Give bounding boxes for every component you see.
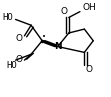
Text: •: • — [42, 34, 46, 40]
Text: O: O — [15, 55, 22, 64]
Text: O: O — [15, 34, 22, 43]
Text: HO: HO — [7, 61, 17, 70]
Text: O: O — [61, 7, 68, 16]
Text: HO: HO — [2, 13, 13, 22]
Text: OH: OH — [82, 3, 96, 12]
Text: O: O — [85, 65, 92, 74]
Text: N: N — [55, 42, 62, 51]
